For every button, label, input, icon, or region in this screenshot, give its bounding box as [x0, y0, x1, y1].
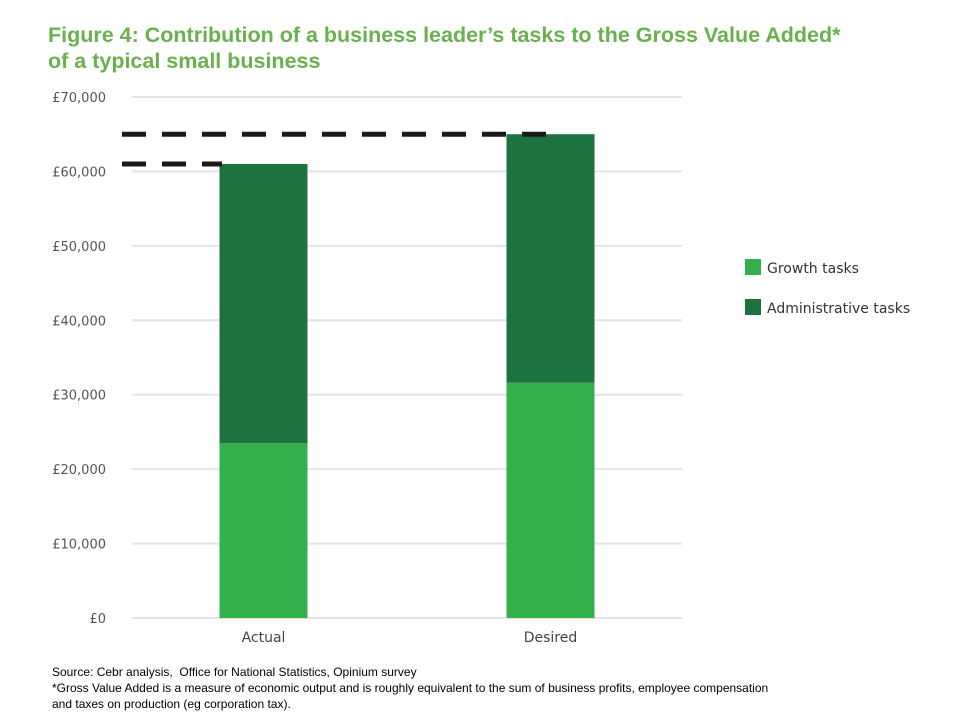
gridlines — [132, 96, 682, 619]
y-tick-label: £30,000 — [52, 389, 106, 404]
y-tick-label: £70,000 — [52, 91, 106, 106]
footer-notes: Source: Cebr analysis, Office for Nation… — [52, 664, 932, 712]
bar-desired-growth-tasks — [506, 382, 595, 618]
stacked-bar-chart: £0 £10,000 £20,000 £30,000 £40,000 £50,000 £60… — [52, 91, 910, 646]
y-tick-label: £20,000 — [52, 463, 106, 478]
legend-swatch — [745, 299, 761, 315]
y-tick-label: £50,000 — [52, 240, 106, 255]
gva-footnote-line-2: and taxes on production (eg corporation … — [52, 697, 291, 711]
bars — [219, 134, 595, 618]
legend-swatch — [745, 259, 761, 275]
y-tick-label: £0 — [89, 612, 106, 627]
reference-lines — [122, 131, 547, 167]
gva-footnote-line-1: *Gross Value Added is a measure of econo… — [52, 681, 769, 695]
legend-label: Growth tasks — [767, 261, 859, 277]
chart-title: Figure 4: Contribution of a business lea… — [48, 22, 948, 74]
source-note: Source: Cebr analysis, Office for Nation… — [52, 665, 417, 679]
category-label-desired: Desired — [524, 630, 578, 646]
bar-actual-growth-tasks — [219, 443, 308, 618]
y-tick-label: £40,000 — [52, 314, 106, 329]
x-axis-category-labels: Actual Desired — [242, 630, 578, 646]
category-label-actual: Actual — [242, 630, 286, 646]
legend: Growth tasks Administrative tasks — [745, 259, 910, 317]
chart-title-line-1: Figure 4: Contribution of a business lea… — [48, 23, 841, 47]
chart-title-line-2: of a typical small business — [48, 49, 321, 73]
y-tick-label: £10,000 — [52, 538, 106, 553]
legend-label: Administrative tasks — [767, 301, 910, 317]
bar-desired-administrative-tasks — [506, 134, 595, 383]
y-axis-tick-labels: £0 £10,000 £20,000 £30,000 £40,000 £50,000 £60… — [52, 91, 106, 627]
bar-actual-administrative-tasks — [219, 163, 308, 444]
y-tick-label: £60,000 — [52, 165, 106, 180]
